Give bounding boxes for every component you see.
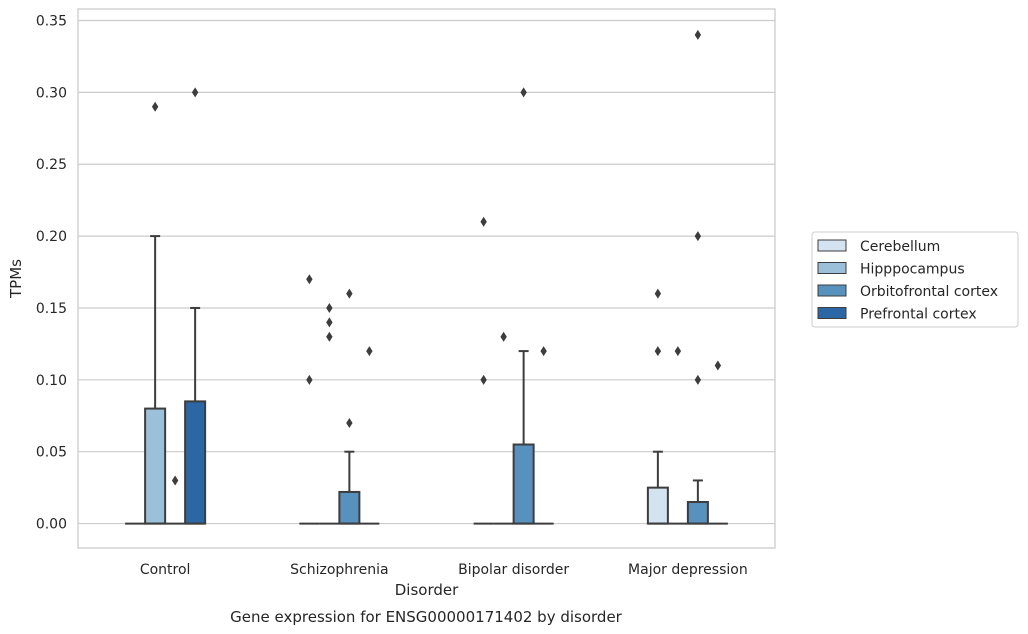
outlier-point xyxy=(714,360,722,371)
outlier-point xyxy=(694,231,702,242)
outlier-point xyxy=(306,374,313,385)
box-body xyxy=(646,486,669,525)
outlier-point xyxy=(306,274,313,285)
y-tick-label: 0.05 xyxy=(36,445,67,461)
box-body xyxy=(184,400,207,525)
y-tick-label: 0.00 xyxy=(36,517,67,533)
outlier-point xyxy=(151,101,159,112)
legend-swatch xyxy=(817,284,847,297)
outlier-point xyxy=(654,288,662,299)
legend-label: Hipppocampus xyxy=(860,262,965,278)
outlier-point xyxy=(694,374,702,385)
outlier-point xyxy=(191,87,199,98)
x-tick-label: Control xyxy=(140,562,191,578)
outlier-point xyxy=(520,87,527,98)
outlier-point xyxy=(674,346,682,357)
y-tick-label: 0.15 xyxy=(36,301,67,317)
box-major-depression-2 xyxy=(686,479,709,525)
outlier-point xyxy=(540,346,547,357)
legend: Cerebellum Hipppocampus Orbitofrontal cort… xyxy=(811,231,1019,328)
outlier-point xyxy=(654,346,662,357)
x-tick-label: Major depression xyxy=(628,562,748,578)
outlier-point xyxy=(366,346,373,357)
y-tick-label: 0.25 xyxy=(36,157,67,173)
legend-swatch xyxy=(817,262,847,274)
outlier-point xyxy=(326,302,333,313)
legend-frame xyxy=(811,231,1019,328)
chart-caption: Gene expression for ENSG00000171402 by d… xyxy=(230,608,623,626)
outlier-point xyxy=(346,417,353,428)
outlier-point xyxy=(326,317,333,328)
box-bipolar-disorder-2 xyxy=(512,350,535,525)
outlier-point xyxy=(480,374,487,385)
x-tick-labels: Control Schizophrenia Bipolar disorder Majo… xyxy=(140,562,748,578)
outlier-point xyxy=(171,475,179,486)
outlier-point xyxy=(694,29,702,40)
box-body xyxy=(338,490,361,525)
outlier-point xyxy=(480,216,487,227)
y-axis-label: TPMs xyxy=(7,259,25,299)
outlier-point xyxy=(346,288,353,299)
legend-swatch xyxy=(817,239,847,252)
plot-frame xyxy=(77,8,776,549)
legend-swatch xyxy=(817,307,847,319)
box-control-3 xyxy=(184,306,207,525)
x-tick-label: Schizophrenia xyxy=(290,562,388,578)
legend-label: Orbitofrontal cortex xyxy=(860,284,998,300)
boxes xyxy=(125,235,728,525)
y-tick-labels: 0.00 0.05 0.10 0.15 0.20 0.25 0.30 0.35 xyxy=(36,13,67,532)
box-schizophrenia-2 xyxy=(338,450,361,525)
box-body xyxy=(686,501,709,525)
gridlines xyxy=(78,19,775,525)
outliers xyxy=(151,29,722,486)
legend-label: Cerebellum xyxy=(860,239,940,255)
y-tick-label: 0.35 xyxy=(36,13,67,29)
box-body xyxy=(144,407,167,525)
box-body xyxy=(512,443,535,525)
x-axis-label: Disorder xyxy=(395,581,459,599)
outlier-point xyxy=(500,331,507,342)
x-tick-label: Bipolar disorder xyxy=(458,562,569,578)
box-major-depression-0 xyxy=(646,450,669,525)
outlier-point xyxy=(326,331,333,342)
y-tick-label: 0.30 xyxy=(36,85,67,101)
legend-label: Prefrontal cortex xyxy=(860,307,977,323)
y-tick-label: 0.20 xyxy=(36,229,67,245)
y-tick-label: 0.10 xyxy=(36,373,67,389)
box-control-1 xyxy=(144,235,167,525)
